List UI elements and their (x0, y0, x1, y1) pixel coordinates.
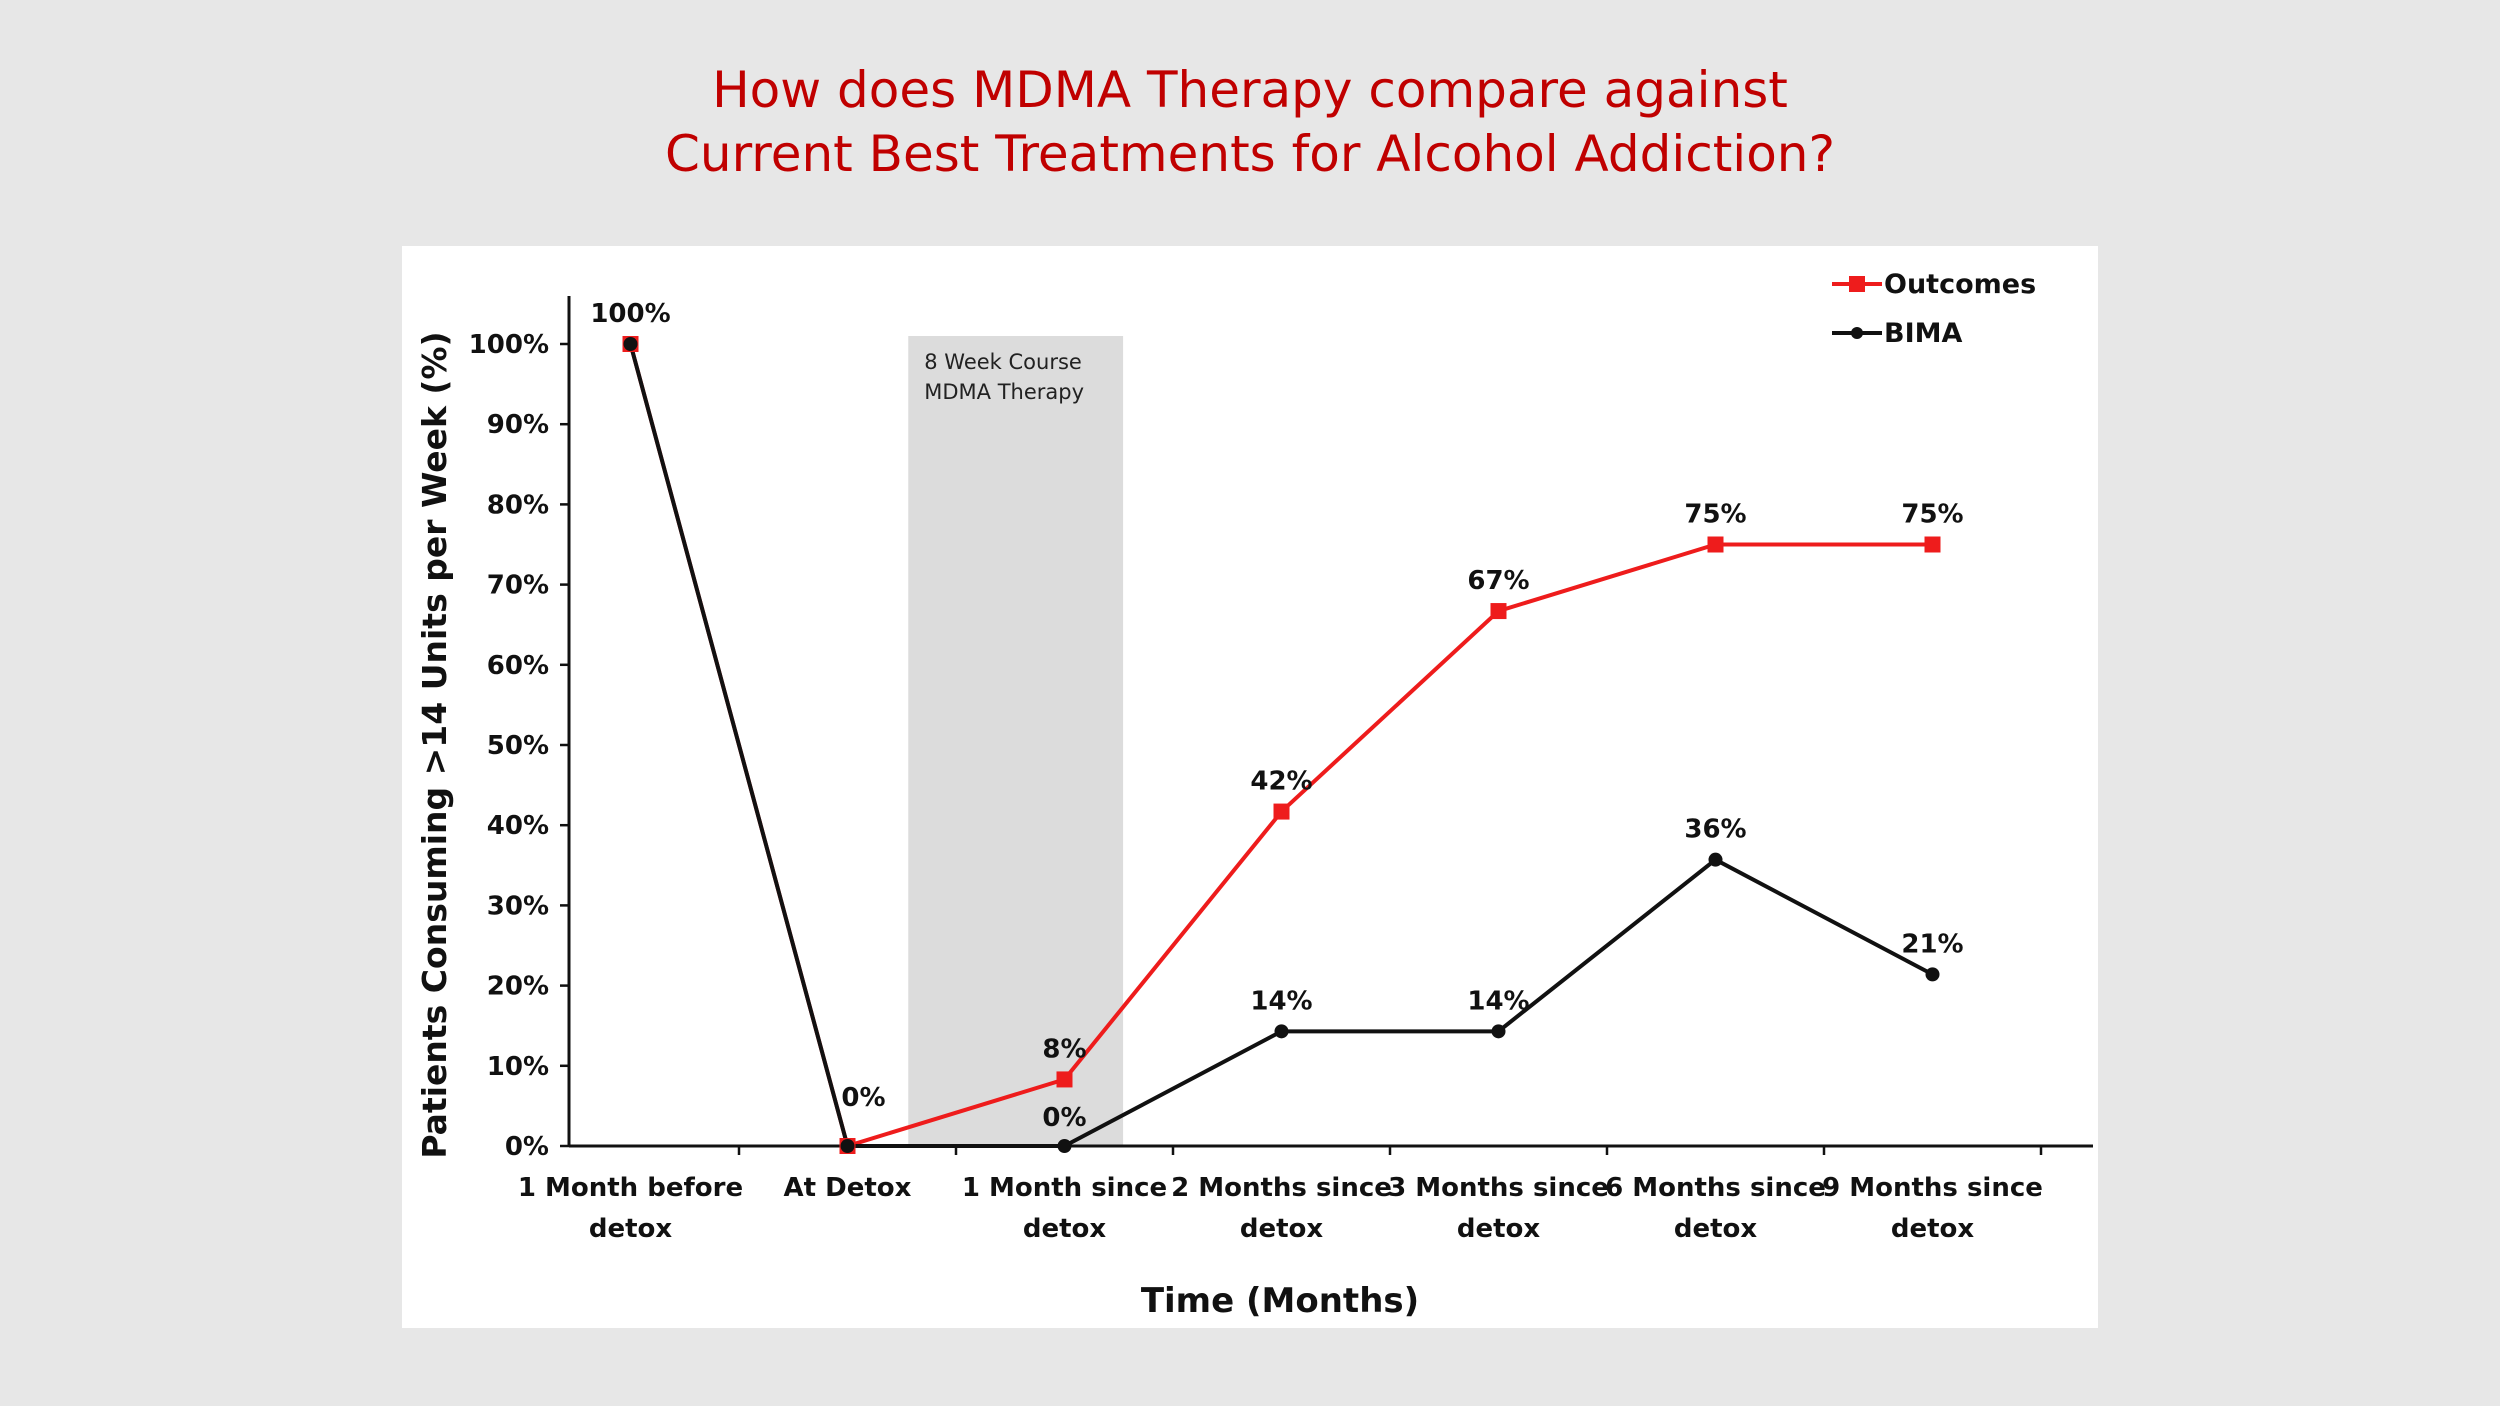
x-tick-label: 2 Months since (1171, 1173, 1392, 1203)
slide-title-line-1: How does MDMA Therapy compare against (712, 61, 1788, 119)
data-label-outcomes: 0% (841, 1083, 885, 1113)
legend-label-bima: BIMA (1884, 318, 1962, 349)
y-tick-label: 90% (487, 410, 549, 440)
y-tick-label: 60% (487, 651, 549, 681)
y-tick-label: 0% (505, 1132, 549, 1162)
data-label-outcomes: 75% (1684, 500, 1746, 530)
data-label-outcomes: 42% (1250, 767, 1312, 797)
data-point-outcomes (1056, 1071, 1073, 1088)
data-label-bima: 14% (1250, 986, 1312, 1016)
x-tick-label: detox (1023, 1214, 1107, 1244)
line-chart: 8 Week Course MDMA Therapy 0% 10% 20% 30% 40% 5… (415, 269, 2093, 1321)
data-point-bima (1708, 852, 1723, 867)
data-point-outcomes (1490, 603, 1507, 620)
data-label-outcomes: 75% (1901, 500, 1963, 530)
y-tick-label: 50% (487, 731, 549, 761)
data-point-bima (1274, 1024, 1289, 1039)
y-tick-label: 20% (487, 972, 549, 1002)
data-point-bima (623, 337, 638, 351)
legend-marker-outcomes (1849, 276, 1865, 292)
x-tick-label: 3 Months since (1388, 1173, 1609, 1203)
y-tick-label: 30% (487, 891, 549, 921)
y-tick-label: 80% (487, 490, 549, 520)
slide-title-line-2: Current Best Treatments for Alcohol Addi… (664, 125, 1836, 183)
therapy-band (908, 336, 1124, 1146)
y-tick-label: 100% (469, 330, 549, 360)
x-axis-title: Time (Months) (1141, 1281, 1419, 1321)
x-tick-label: detox (1240, 1214, 1324, 1244)
slide-title: How does MDMA Therapy compare against Cu… (0, 58, 2500, 186)
data-label-bima: 14% (1467, 986, 1529, 1016)
x-tick-label: At Detox (784, 1173, 912, 1203)
y-tick-label: 40% (487, 811, 549, 841)
data-point-outcomes (1924, 536, 1941, 553)
x-tick-label: 1 Month before (518, 1173, 743, 1203)
data-label-outcomes: 8% (1042, 1034, 1086, 1064)
x-tick-label: detox (1674, 1214, 1758, 1244)
data-point-bima (1491, 1024, 1506, 1039)
data-label-bima: 36% (1684, 815, 1746, 845)
x-tick-label: detox (589, 1214, 673, 1244)
x-tick-label: 1 Month since (962, 1173, 1167, 1203)
y-axis-title: Patients Consuming >14 Units per Week (%… (415, 331, 454, 1158)
x-tick-label: 9 Months since (1822, 1173, 2043, 1203)
data-label-outcomes: 100% (590, 299, 670, 329)
legend-label-outcomes: Outcomes (1884, 269, 2036, 300)
x-tick-label: detox (1457, 1214, 1541, 1244)
therapy-band-label-1: 8 Week Course (924, 350, 1082, 374)
y-tick-label: 70% (487, 571, 549, 601)
y-tick-label: 10% (487, 1052, 549, 1082)
chart-panel (402, 246, 2098, 1328)
data-point-bima (1057, 1139, 1072, 1153)
data-label-outcomes: 67% (1467, 566, 1529, 596)
x-tick-label: 6 Months since (1605, 1173, 1826, 1203)
data-point-outcomes (1707, 536, 1724, 553)
data-label-bima: 0% (1042, 1103, 1086, 1133)
data-point-bima (1925, 967, 1940, 982)
data-point-bima (840, 1139, 855, 1153)
x-tick-label: detox (1891, 1214, 1975, 1244)
legend-marker-bima (1851, 327, 1863, 339)
therapy-band-label-2: MDMA Therapy (924, 380, 1084, 404)
data-label-bima: 21% (1901, 929, 1963, 959)
data-point-outcomes (1273, 803, 1290, 820)
